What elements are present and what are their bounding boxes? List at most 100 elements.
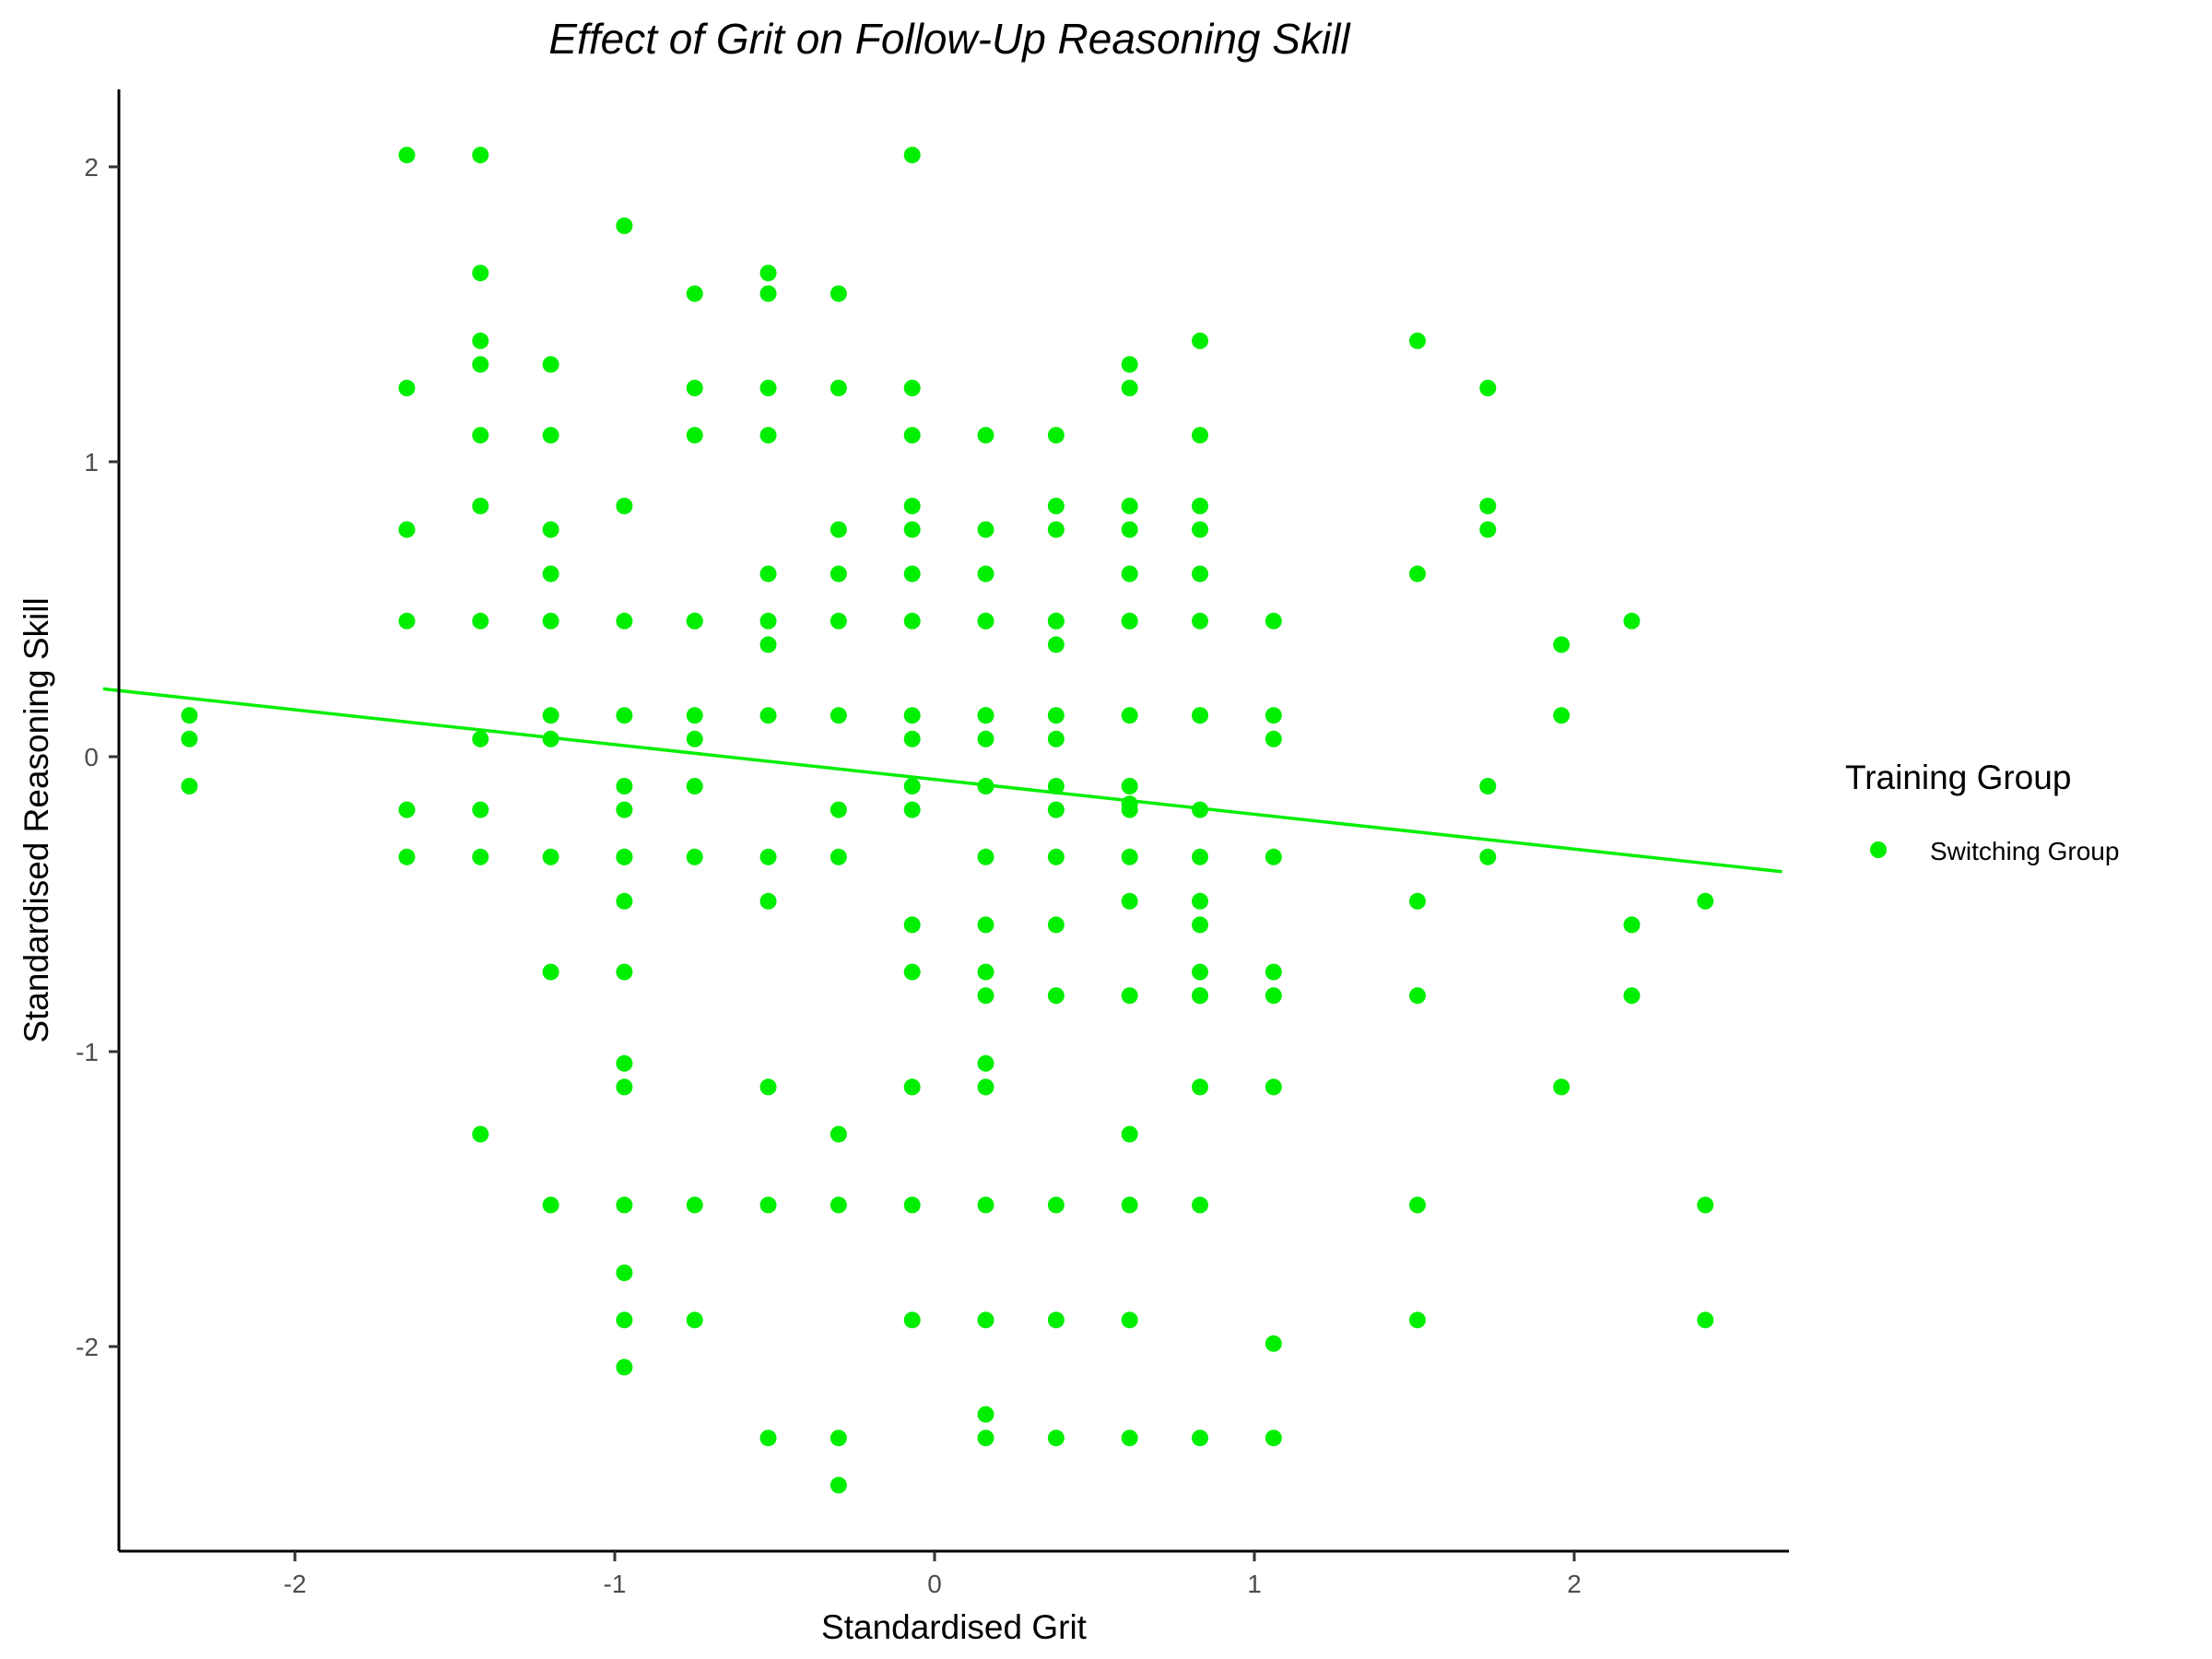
data-point — [977, 1406, 994, 1423]
data-point — [903, 147, 921, 164]
data-point — [830, 285, 847, 302]
data-point — [542, 848, 559, 865]
data-point — [903, 963, 921, 981]
data-point — [181, 707, 198, 724]
data-point — [903, 707, 921, 724]
data-point — [830, 1477, 847, 1494]
data-point — [977, 521, 994, 538]
data-point — [686, 1196, 703, 1214]
data-point — [830, 801, 847, 818]
data-point — [903, 427, 921, 444]
data-point — [977, 730, 994, 747]
data-point — [1408, 892, 1426, 910]
data-point — [1697, 892, 1714, 910]
data-point — [686, 730, 703, 747]
data-point — [1192, 612, 1209, 629]
data-point — [1192, 427, 1209, 444]
data-point — [398, 612, 416, 629]
data-point — [830, 1125, 847, 1143]
data-point — [1479, 778, 1497, 794]
data-point — [472, 801, 489, 818]
data-point — [181, 730, 198, 747]
data-point — [759, 380, 777, 396]
legend-marker — [1870, 841, 1887, 858]
data-point — [830, 521, 847, 538]
data-point — [977, 612, 994, 629]
data-point — [1408, 1312, 1426, 1329]
data-point — [1047, 916, 1065, 934]
data-point — [830, 1196, 847, 1214]
data-point — [1479, 380, 1497, 396]
data-point — [1047, 730, 1065, 747]
legend-title: Training Group — [1845, 759, 2071, 796]
data-point — [1623, 987, 1641, 1005]
data-point — [1479, 848, 1497, 865]
data-point — [1047, 778, 1065, 794]
data-point — [542, 612, 559, 629]
data-point — [1121, 612, 1138, 629]
data-point — [1047, 707, 1065, 724]
data-point — [1623, 916, 1641, 934]
data-point — [1047, 1196, 1065, 1214]
data-point — [903, 778, 921, 794]
data-point — [1265, 1335, 1282, 1352]
data-point — [616, 848, 633, 865]
data-point — [398, 147, 416, 164]
data-point — [472, 427, 489, 444]
data-point — [1121, 1430, 1138, 1447]
data-point — [1408, 1196, 1426, 1214]
data-point — [472, 730, 489, 747]
data-point — [1121, 1312, 1138, 1329]
data-point — [1553, 636, 1571, 653]
data-point — [686, 1312, 703, 1329]
data-point — [977, 565, 994, 582]
data-point — [1265, 963, 1282, 981]
data-point — [1121, 1125, 1138, 1143]
regression-line — [102, 687, 1783, 874]
data-point — [398, 848, 416, 865]
data-point — [1121, 565, 1138, 582]
data-point — [616, 1265, 633, 1281]
legend: Training Group Switching Group — [1845, 759, 2119, 865]
data-point — [542, 1196, 559, 1214]
data-point — [1192, 892, 1209, 910]
data-point — [686, 427, 703, 444]
data-point — [1121, 892, 1138, 910]
data-point — [1192, 332, 1209, 349]
y-tick-label: -1 — [76, 1038, 99, 1066]
data-point — [686, 848, 703, 865]
data-point — [977, 1196, 994, 1214]
data-point — [759, 1196, 777, 1214]
data-point — [903, 612, 921, 629]
data-point — [472, 1125, 489, 1143]
data-point — [472, 612, 489, 629]
x-tick-label: 1 — [1247, 1570, 1262, 1598]
data-point — [903, 498, 921, 514]
data-point — [1408, 332, 1426, 349]
data-point — [977, 427, 994, 444]
data-point — [616, 218, 633, 234]
data-point — [1121, 1196, 1138, 1214]
data-point — [1121, 848, 1138, 865]
data-point — [1121, 778, 1138, 794]
data-point — [903, 730, 921, 747]
data-point — [472, 848, 489, 865]
data-point — [903, 565, 921, 582]
data-point — [1121, 356, 1138, 373]
x-tick-label: -1 — [604, 1570, 627, 1598]
data-point — [903, 380, 921, 396]
y-axis-ticks: -2 -1 0 1 2 — [76, 153, 119, 1361]
data-point — [1047, 848, 1065, 865]
data-point — [472, 356, 489, 373]
data-point — [977, 1078, 994, 1096]
data-point — [542, 356, 559, 373]
data-point — [1192, 963, 1209, 981]
data-point — [1121, 498, 1138, 514]
data-point — [616, 498, 633, 514]
data-point — [1192, 1078, 1209, 1096]
data-point — [1047, 1312, 1065, 1329]
data-point — [542, 707, 559, 724]
data-point — [903, 916, 921, 934]
data-point — [977, 963, 994, 981]
data-point — [830, 612, 847, 629]
